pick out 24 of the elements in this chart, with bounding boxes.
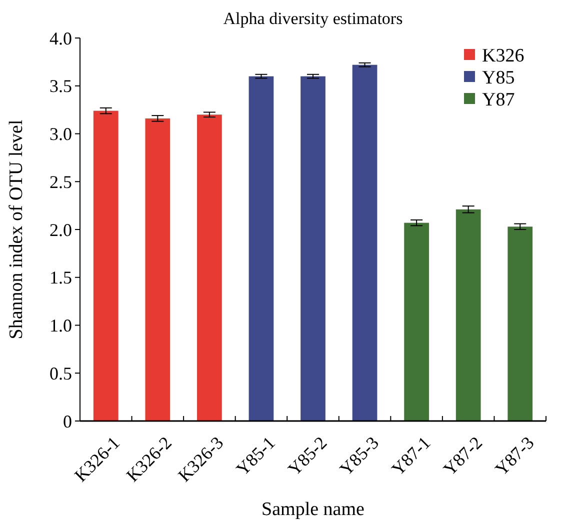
bar xyxy=(93,110,118,421)
y-axis-title: Shannon index of OTU level xyxy=(6,120,27,340)
chart-title: Alpha diversity estimators xyxy=(223,9,403,28)
legend-label: Y85 xyxy=(482,68,515,89)
y-tick-label: 1.0 xyxy=(50,316,72,336)
bar xyxy=(248,76,274,421)
legend-label: Y87 xyxy=(482,90,515,111)
y-tick-label: 0 xyxy=(63,411,72,432)
bar xyxy=(508,226,533,421)
y-tick-label: 4.0 xyxy=(50,28,72,48)
legend-label: K326 xyxy=(482,46,524,67)
y-tick-label: 0.5 xyxy=(50,363,72,384)
bar xyxy=(300,76,326,421)
bar xyxy=(145,118,170,421)
y-tick-label: 2.5 xyxy=(50,172,72,192)
y-tick-label: 3.0 xyxy=(50,124,72,144)
x-axis-title: Sample name xyxy=(262,499,364,520)
y-tick-label: 1.5 xyxy=(50,268,72,288)
y-tick-label: 3.5 xyxy=(50,76,72,96)
bar xyxy=(197,114,222,421)
bar xyxy=(456,209,481,421)
y-tick-label: 2.0 xyxy=(50,220,72,240)
bar xyxy=(352,64,378,421)
bar xyxy=(404,222,429,421)
